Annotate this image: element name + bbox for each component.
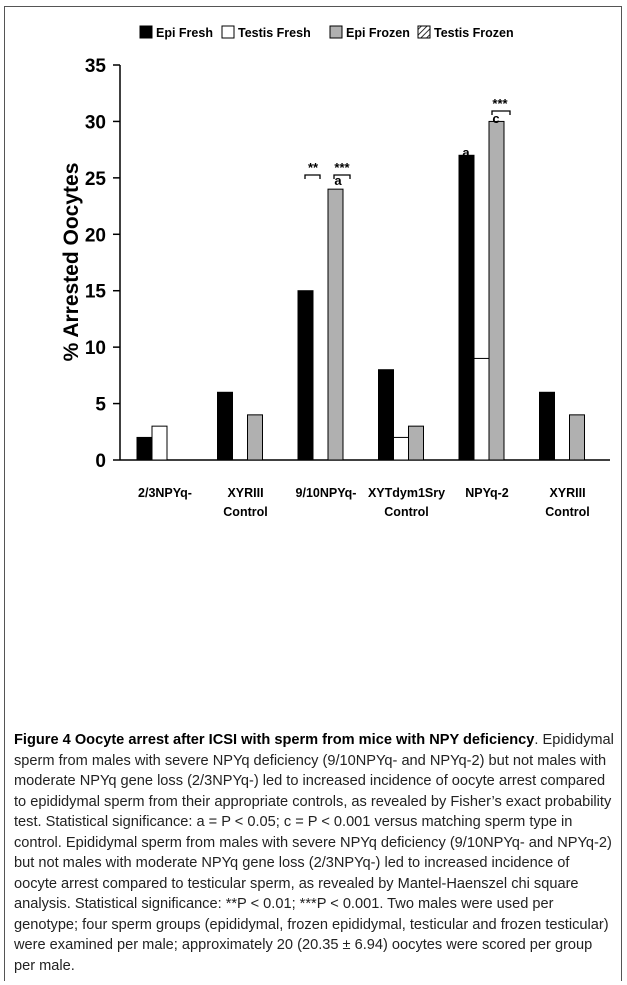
annotation: a	[462, 145, 470, 160]
x-tick-label: Control	[384, 505, 428, 519]
significance-bracket	[491, 110, 511, 115]
x-tick-label: 2/3NPYq-	[138, 486, 192, 500]
x-tick-label: XYRIII	[227, 486, 263, 500]
bar	[458, 154, 475, 461]
legend-label: Testis Fresh	[238, 26, 311, 40]
bar	[136, 436, 153, 461]
x-tick-label: Control	[545, 505, 589, 519]
bar	[473, 357, 490, 461]
bar	[327, 188, 344, 461]
y-tick-label: 0	[95, 451, 106, 472]
y-tick-label: 25	[85, 169, 107, 190]
y-tick-label: 10	[85, 338, 106, 359]
bar	[569, 414, 585, 461]
x-tick-label: Control	[223, 505, 267, 519]
x-tick-label: NPYq-2	[465, 486, 509, 500]
annotation: ***	[334, 160, 350, 175]
bar	[393, 436, 409, 461]
legend-label: Epi Fresh	[156, 26, 213, 40]
bar	[488, 120, 505, 461]
y-axis-title: % Arrested Oocytes	[60, 163, 83, 362]
figure-frame	[4, 6, 622, 981]
legend-label: Testis Frozen	[434, 26, 514, 40]
legend-swatch	[329, 25, 343, 39]
bar	[247, 414, 263, 461]
x-tick-label: 9/10NPYq-	[296, 486, 357, 500]
bar	[297, 290, 314, 461]
legend-label: Epi Frozen	[346, 26, 410, 40]
y-tick-label: 35	[85, 56, 107, 77]
bar	[408, 425, 424, 461]
x-tick-label: XYTdym1Sry	[368, 486, 445, 500]
bar	[151, 425, 168, 461]
x-tick-label: XYRIII	[549, 486, 585, 500]
significance-bracket	[304, 174, 321, 179]
caption: Figure 4 Oocyte arrest after ICSI with s…	[14, 730, 614, 976]
y-tick-label: 15	[85, 282, 107, 303]
caption-text: . Epididymal sperm from males with sever…	[14, 732, 614, 974]
bar	[539, 391, 555, 461]
significance-bracket	[333, 174, 351, 179]
bar	[217, 391, 233, 461]
annotation: a	[334, 173, 342, 188]
annotation: **	[308, 160, 319, 175]
y-tick-label: 20	[85, 225, 106, 246]
caption-title: Figure 4 Oocyte arrest after ICSI with s…	[14, 732, 535, 748]
annotation: c	[492, 111, 499, 126]
y-tick-label: 30	[85, 112, 106, 133]
legend-swatch	[139, 25, 153, 39]
legend-swatch	[221, 25, 235, 39]
legend-swatch	[417, 25, 431, 39]
bar	[378, 369, 394, 461]
y-tick-label: 5	[95, 395, 106, 416]
chart: % Arrested Oocytes 0 5 10 15 20 25 30 35 Epi Fre…	[60, 25, 610, 519]
annotation: ***	[492, 96, 508, 111]
